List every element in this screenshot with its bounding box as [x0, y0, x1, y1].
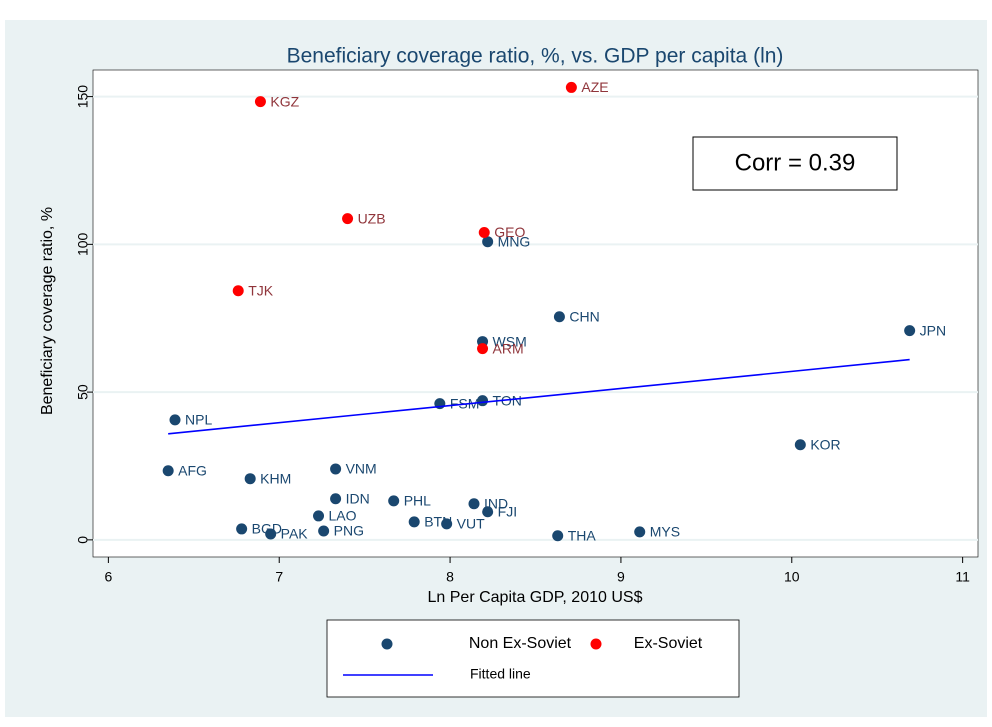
point-label: NPL [185, 412, 212, 428]
point [634, 526, 646, 538]
point-label: FJI [498, 503, 517, 519]
point [482, 236, 494, 248]
point-label: PAK [281, 526, 309, 542]
x-tick-label: 10 [784, 569, 800, 585]
point [318, 525, 330, 537]
point-label: KHM [260, 470, 291, 486]
point [468, 498, 480, 510]
point [441, 518, 453, 530]
point-label: ARM [493, 340, 524, 356]
point-label: IDN [346, 490, 370, 506]
x-tick-label: 7 [275, 569, 283, 585]
point-label: MNG [498, 233, 531, 249]
point [482, 506, 494, 518]
chart-title: Beneficiary coverage ratio, %, vs. GDP p… [287, 45, 784, 68]
point-label: VUT [457, 516, 485, 532]
x-axis-title: Ln Per Capita GDP, 2010 US$ [428, 589, 643, 606]
point [244, 473, 256, 485]
point [162, 465, 174, 477]
point-label: JPN [920, 322, 946, 338]
annotation: Corr = 0.39 [735, 149, 856, 176]
grid: 0 50 100 150 6 7 8 9 10 11 [75, 85, 978, 585]
point [565, 81, 577, 93]
point-label: PHL [404, 493, 431, 509]
point [313, 510, 325, 522]
point [904, 325, 916, 337]
x-tick-label: 6 [104, 569, 112, 585]
x-tick-label: 9 [617, 569, 625, 585]
y-axis-title: Beneficiary coverage ratio, % [39, 207, 56, 415]
point-label: KOR [810, 436, 840, 452]
legend-marker [590, 638, 602, 650]
annotation-box [692, 136, 898, 191]
legend-label: Fitted line [470, 666, 531, 682]
point [477, 395, 489, 407]
point-label: MYS [650, 524, 680, 540]
point [236, 523, 248, 535]
point [330, 493, 342, 505]
point [169, 414, 181, 426]
point [232, 285, 244, 297]
point-label: PNG [334, 523, 364, 539]
y-tick-label: 150 [75, 85, 91, 109]
point [408, 516, 420, 528]
point [254, 96, 266, 108]
point-label: GEO [494, 224, 525, 240]
point [477, 343, 489, 355]
point-label: WSM [493, 333, 527, 349]
point-label: AFG [178, 462, 207, 478]
point-label: UZB [358, 210, 386, 226]
fitted-line [168, 358, 910, 435]
legend-label: Non Ex-Soviet [469, 635, 572, 652]
point-label: AZE [581, 79, 608, 95]
point [265, 528, 277, 540]
point [330, 463, 342, 475]
point [342, 213, 354, 225]
point-label: CHN [569, 308, 599, 324]
x-tick-label: 11 [955, 569, 970, 585]
legend [326, 619, 740, 698]
point [553, 311, 565, 323]
legend-label: Ex-Soviet [634, 635, 703, 652]
point-label: VNM [346, 461, 377, 477]
point-label: LAO [329, 508, 357, 524]
point-label: TJK [248, 282, 274, 298]
point [478, 227, 490, 239]
point-label: KGZ [270, 93, 299, 109]
point [794, 439, 806, 451]
point [552, 530, 564, 542]
point [388, 495, 400, 507]
y-tick-label: 0 [75, 536, 91, 544]
y-tick-label: 50 [75, 384, 91, 400]
point-label: THA [568, 527, 597, 543]
y-tick-label: 100 [75, 232, 91, 256]
x-tick-label: 8 [446, 569, 454, 585]
legend-marker [381, 638, 393, 650]
